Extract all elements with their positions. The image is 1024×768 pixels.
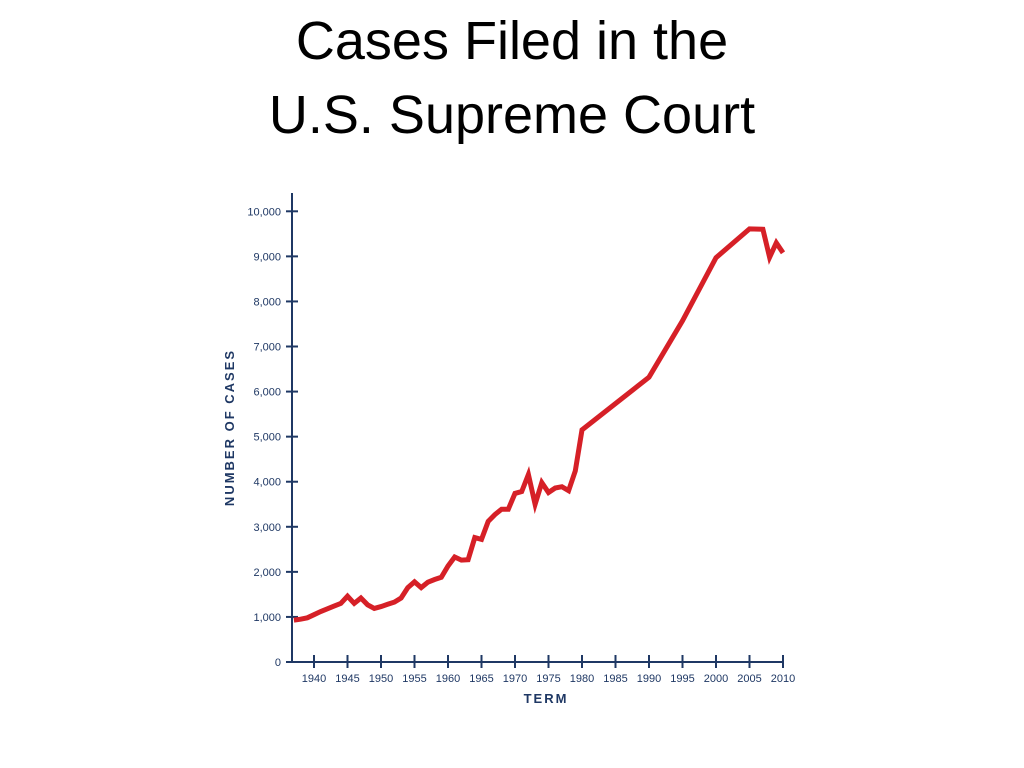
x-tick-label: 1995 — [670, 673, 694, 685]
y-tick-label: 4,000 — [253, 477, 281, 489]
x-axis-title: TERM — [524, 691, 569, 706]
x-tick-label: 1980 — [570, 673, 594, 685]
y-tick-label: 8,000 — [253, 296, 281, 308]
y-tick-label: 3,000 — [253, 522, 281, 534]
title-line-2: U.S. Supreme Court — [268, 85, 756, 145]
x-tick-label: 1970 — [503, 673, 527, 685]
y-tick-label: 6,000 — [253, 387, 281, 399]
cases-series-line — [293, 226, 786, 623]
x-tick-label: 1975 — [536, 673, 560, 685]
slide-title: Cases Filed in the U.S. Supreme Court — [0, 4, 1024, 152]
x-tick-label: 1990 — [637, 673, 661, 685]
x-tick-label: 1945 — [335, 673, 359, 685]
x-tick-label: 1985 — [603, 673, 627, 685]
x-tick-label: 2010 — [771, 673, 795, 685]
title-line-1: Cases Filed in the — [295, 11, 729, 71]
y-tick-label: 10,000 — [247, 206, 281, 218]
x-tick-label: 2005 — [737, 673, 761, 685]
y-tick-label: 1,000 — [253, 612, 281, 624]
y-tick-label: 9,000 — [253, 251, 281, 263]
x-tick-label: 1965 — [469, 673, 493, 685]
x-tick-label: 2000 — [704, 673, 728, 685]
x-tick-label: 1940 — [302, 673, 326, 685]
y-tick-label: 5,000 — [253, 432, 281, 444]
y-axis-title: NUMBER OF CASES — [222, 349, 237, 506]
y-tick-label: 0 — [275, 657, 281, 669]
x-tick-label: 1950 — [369, 673, 393, 685]
x-tick-label: 1955 — [402, 673, 426, 685]
series-group — [293, 226, 786, 623]
x-axis: 1940 1945 1950 1955 1960 1965 1970 1975 1980 1985… — [292, 655, 795, 685]
y-axis: 0 1,000 2,000 3,000 4,000 5,000 6,000 7,000 8,00… — [247, 193, 298, 669]
x-tick-label: 1960 — [436, 673, 460, 685]
y-tick-label: 2,000 — [253, 567, 281, 579]
y-tick-label: 7,000 — [253, 342, 281, 354]
